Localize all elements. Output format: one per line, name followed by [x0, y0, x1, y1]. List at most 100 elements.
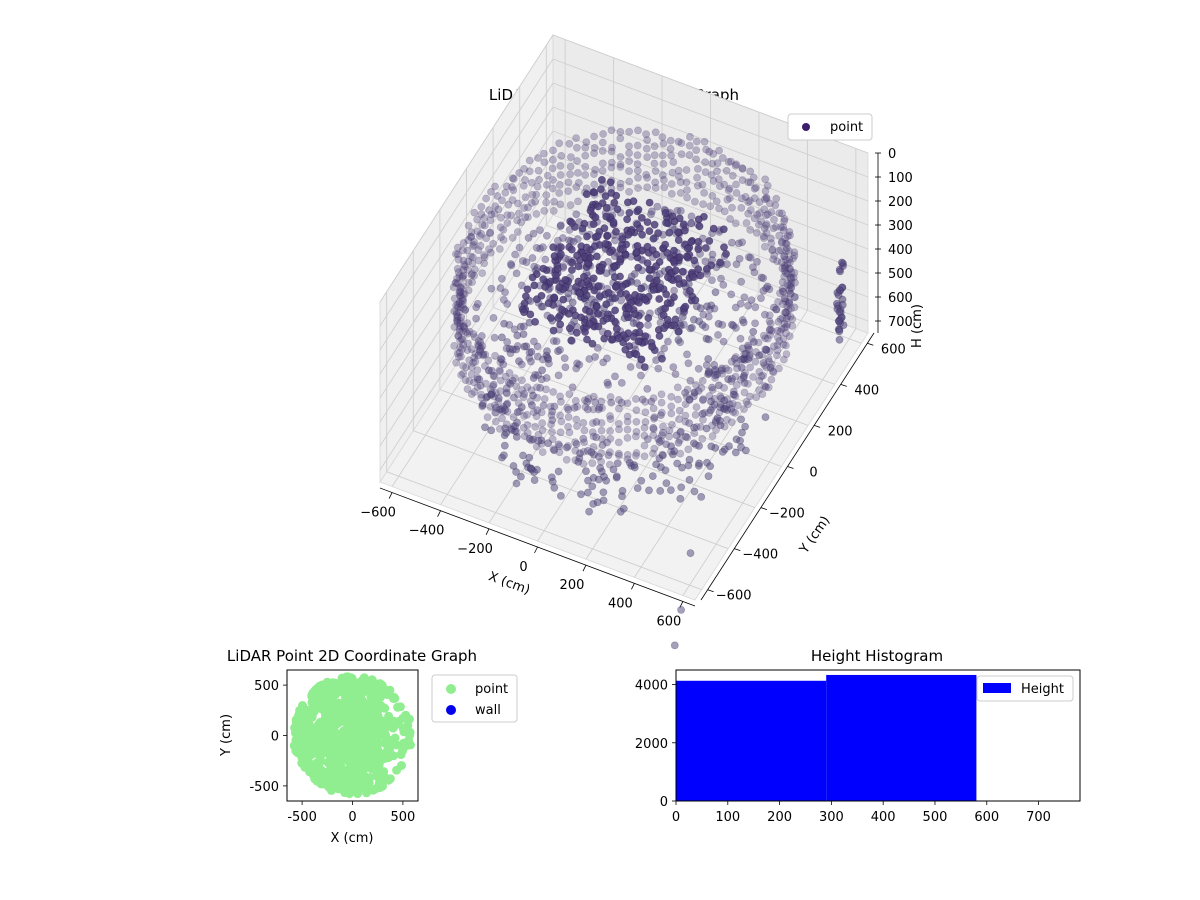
point-ceiling-dome [607, 398, 616, 407]
point-ceiling-ring [755, 209, 764, 218]
point-floor [574, 457, 583, 466]
point-ceiling-dome [750, 268, 759, 277]
point-ceiling-dome [705, 305, 714, 314]
point-ceiling-dome [474, 342, 483, 351]
point-floor [501, 406, 509, 414]
point-ceiling-ring [762, 220, 771, 228]
point-ceiling-ring [642, 130, 650, 139]
point-ceiling-ring [470, 271, 479, 280]
point-cluster [607, 189, 616, 197]
point-ceiling-ring [463, 246, 472, 255]
point-cluster [649, 234, 658, 243]
point-cluster [539, 275, 548, 284]
point-ceiling-ring [754, 338, 763, 347]
point-ceiling-dome [536, 244, 544, 253]
point-cluster [633, 241, 642, 250]
point-floor [728, 320, 736, 329]
point-ceiling-dome [550, 402, 559, 411]
point-cluster [601, 239, 610, 248]
x-tick-label: 400 [608, 596, 633, 611]
point-cluster [695, 222, 704, 231]
point-ceiling-ring [470, 237, 478, 246]
point-cluster [644, 314, 653, 322]
point-ceiling-ring [598, 159, 607, 168]
point-ceiling-ring [503, 211, 512, 219]
y-tick-label: −600 [716, 589, 752, 604]
point-ceiling-ring [616, 179, 625, 188]
point-ceiling-dome [556, 345, 564, 354]
y-tick [734, 548, 741, 552]
histogram-legend: Height [976, 675, 1074, 702]
point-ceiling-ring [658, 171, 667, 180]
point-ceiling-ring [761, 345, 770, 354]
point-ceiling-ring [657, 398, 666, 407]
point-ceiling-ring [772, 223, 780, 231]
point-ceiling-ring [457, 334, 466, 343]
point-cluster [691, 296, 700, 305]
point-ceiling-ring [454, 303, 462, 312]
point-ceiling-ring [468, 259, 477, 268]
point-ceiling-ring [491, 351, 499, 360]
plot-2d-legend-point-marker [446, 684, 456, 694]
point-ceiling-ring [698, 180, 707, 189]
point-floor [703, 302, 711, 311]
point-floor [706, 406, 715, 415]
point-ceiling-ring [785, 258, 794, 267]
point-ceiling-ring [763, 334, 772, 343]
point-ceiling-ring [765, 311, 774, 320]
point-cluster [619, 245, 627, 254]
y-tick-label: 200 [828, 424, 853, 439]
point-ceiling-dome [537, 375, 546, 384]
point-ceiling-dome [548, 407, 557, 416]
point-ceiling-dome [572, 210, 581, 219]
grid-floor-x [682, 328, 857, 596]
point-ceiling-dome [699, 310, 708, 319]
point-ceiling-ring [515, 407, 524, 416]
point-ceiling-ring [785, 247, 793, 255]
point-2d [326, 682, 336, 691]
point-ceiling-dome [736, 299, 745, 308]
point-ceiling-dome [704, 367, 713, 376]
point-ceiling-ring [571, 446, 580, 455]
point-ceiling-ring [513, 216, 521, 225]
point-ceiling-ring [453, 316, 462, 325]
point-ceiling-dome [583, 397, 592, 406]
x-tick-label-hist: 300 [819, 810, 844, 825]
point-ceiling-ring [707, 171, 716, 179]
z-tick-label: 0 [888, 147, 896, 162]
point-ceiling-dome [686, 324, 695, 333]
point-ceiling-ring [712, 197, 721, 206]
point-ceiling-ring [499, 403, 508, 411]
point-ceiling-ring [452, 301, 460, 310]
point-ceiling-ring [643, 183, 652, 192]
point-floor [659, 451, 667, 460]
point-ceiling-ring [640, 431, 649, 440]
point-ceiling-dome [541, 255, 550, 264]
point-ceiling-ring [777, 325, 786, 333]
point-ceiling-ring [758, 390, 767, 398]
point-ceiling-ring [455, 299, 464, 308]
point-cluster [594, 322, 603, 331]
point-ceiling-ring [591, 165, 600, 174]
point-ceiling-dome [539, 302, 547, 311]
point-2d [382, 690, 392, 700]
point-ceiling-dome [560, 354, 569, 363]
point-ceiling-dome [528, 254, 537, 262]
point-column [835, 335, 844, 344]
y-tick-label-hist: 2000 [635, 737, 668, 752]
point-cluster [703, 264, 711, 273]
histogram-legend-label: Height [1021, 682, 1064, 697]
point-ceiling-ring [564, 442, 572, 450]
point-ceiling-dome [556, 222, 565, 231]
point-ceiling-ring [565, 428, 574, 437]
point-ceiling-ring [741, 192, 750, 201]
point-ceiling-dome [569, 237, 578, 246]
point-ceiling-ring [658, 431, 666, 440]
point-ceiling-ring [588, 459, 597, 468]
point-ceiling-ring [684, 445, 693, 454]
grid-floor-x [585, 291, 760, 560]
point-outlier [686, 549, 695, 557]
point-ceiling-dome [701, 323, 710, 332]
plot-3d-zlabel: H (cm) [910, 304, 925, 348]
